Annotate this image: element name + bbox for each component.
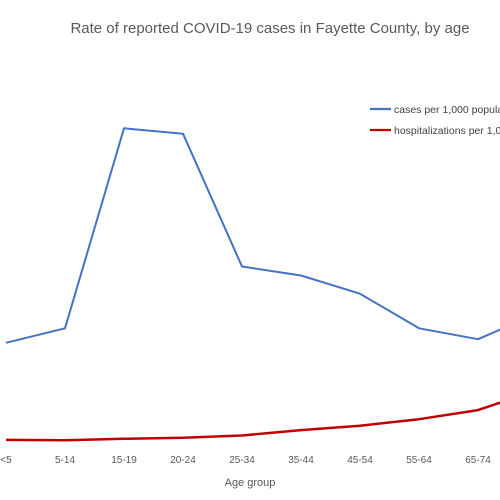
- x-tick-label: 25-34: [229, 455, 255, 466]
- x-tick-label: 65-74: [465, 455, 491, 466]
- series-line-0: [5, 127, 500, 344]
- x-tick-label: 5-14: [55, 455, 75, 466]
- x-tick-label: 55-64: [406, 455, 432, 466]
- x-tick-label: 45-54: [347, 455, 373, 466]
- x-tick-labels: <5 5-14 15-19 20-24 25-34 35-44 45-54 55-64 65-7…: [0, 455, 491, 466]
- x-axis-label: Age group: [225, 477, 276, 489]
- chart-title: Rate of reported COVID-19 cases in Fayet…: [70, 20, 469, 37]
- x-tick-label: 15-19: [111, 455, 137, 466]
- legend-label-cases: cases per 1,000 population: [394, 104, 500, 116]
- x-tick-label: 35-44: [288, 455, 314, 466]
- series-line-1: [5, 401, 500, 442]
- series-layer: [5, 127, 500, 442]
- legend-label-hospitalizations: hospitalizations per 1,000 population: [394, 125, 500, 137]
- x-tick-label: 20-24: [170, 455, 196, 466]
- x-tick-label: <5: [0, 455, 12, 466]
- legend: cases per 1,000 population hospitalizati…: [370, 104, 500, 137]
